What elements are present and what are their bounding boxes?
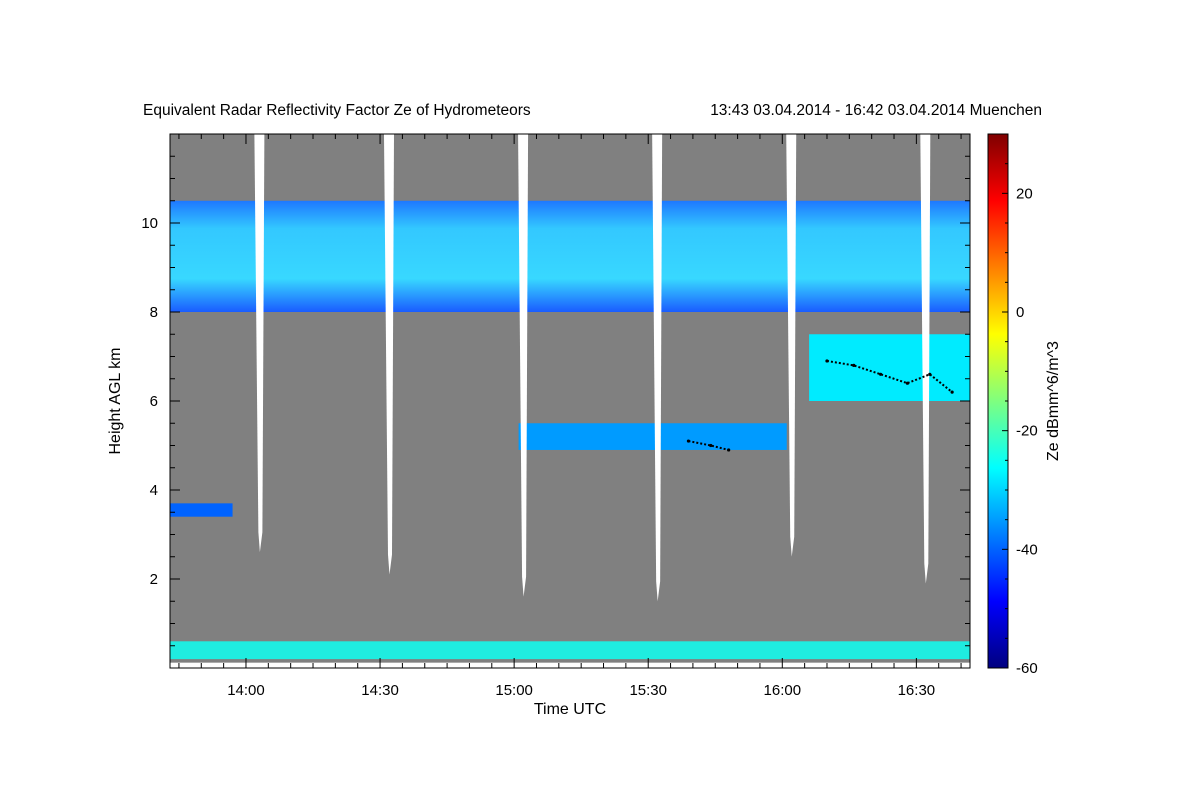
- x-tick-label: 16:00: [764, 682, 802, 699]
- missing-data-gap: [518, 134, 529, 597]
- colorbar-tick-label: 20: [1016, 185, 1033, 202]
- missing-data-gap: [920, 134, 931, 584]
- melting-layer-point: [879, 372, 883, 376]
- bottom-missing-strip: [170, 662, 970, 668]
- melting-layer-point: [686, 439, 691, 443]
- x-tick-label: 14:00: [227, 682, 265, 699]
- colorbar-tick-label: 0: [1016, 304, 1024, 321]
- melting-layer-line: [826, 359, 953, 393]
- y-axis-label: Height AGL km: [107, 347, 124, 454]
- x-axis: 14:00 14:30 15:00 15:30 16:00 16:30: [178, 134, 962, 699]
- colorbar-label: Ze dBmm^6/m^3: [1045, 341, 1062, 461]
- cirrus-layer: [170, 200, 970, 312]
- cloud-regions: [170, 200, 970, 660]
- x-tick-label: 16:30: [898, 682, 936, 699]
- colorbar-tick-label: -60: [1016, 660, 1038, 677]
- x-tick-label: 15:30: [629, 682, 667, 699]
- mid-level-band: [518, 423, 787, 450]
- missing-data-gap: [254, 134, 265, 553]
- y-tick-label: 8: [150, 304, 158, 321]
- y-tick-label: 4: [150, 482, 158, 499]
- low-fragment: [170, 503, 233, 517]
- colorbar-tick-label: -40: [1016, 541, 1038, 558]
- time-range-label: 13:43 03.04.2014 - 16:42 03.04.2014 Muen…: [710, 102, 1042, 119]
- melting-layer-trace: [686, 359, 954, 452]
- melting-layer-point: [727, 448, 731, 452]
- missing-data-gap: [786, 134, 797, 557]
- x-axis-label: Time UTC: [534, 701, 606, 718]
- y-tick-label: 6: [150, 393, 158, 410]
- chart-title: Equivalent Radar Reflectivity Factor Ze …: [143, 102, 1042, 119]
- y-axis: 2 4 6 8 10: [141, 155, 970, 647]
- missing-data-gap: [652, 134, 663, 602]
- melting-layer-point: [709, 443, 713, 448]
- colorbar-ticks: -60 -40 -20 0 20: [1002, 163, 1038, 677]
- melting-layer-point: [950, 390, 954, 394]
- melting-layer-point: [905, 381, 910, 385]
- x-tick-label: 15:00: [495, 682, 533, 699]
- y-tick-label: 2: [150, 571, 158, 588]
- near-surface-clutter: [170, 641, 970, 660]
- missing-data-gap: [383, 134, 394, 575]
- melting-layer-point: [825, 359, 829, 363]
- colorbar-tick-label: -20: [1016, 423, 1038, 440]
- mid-level-cloud: [809, 334, 970, 401]
- y-tick-label: 10: [141, 215, 158, 232]
- x-tick-label: 14:30: [361, 682, 399, 699]
- colorbar: -60 -40 -20 0 20 Ze dBmm^6/m^3: [987, 133, 1062, 677]
- missing-data-gaps: [170, 134, 970, 668]
- melting-layer-point: [928, 372, 932, 376]
- melting-layer-point: [852, 363, 856, 367]
- title-text: Equivalent Radar Reflectivity Factor Ze …: [143, 102, 531, 119]
